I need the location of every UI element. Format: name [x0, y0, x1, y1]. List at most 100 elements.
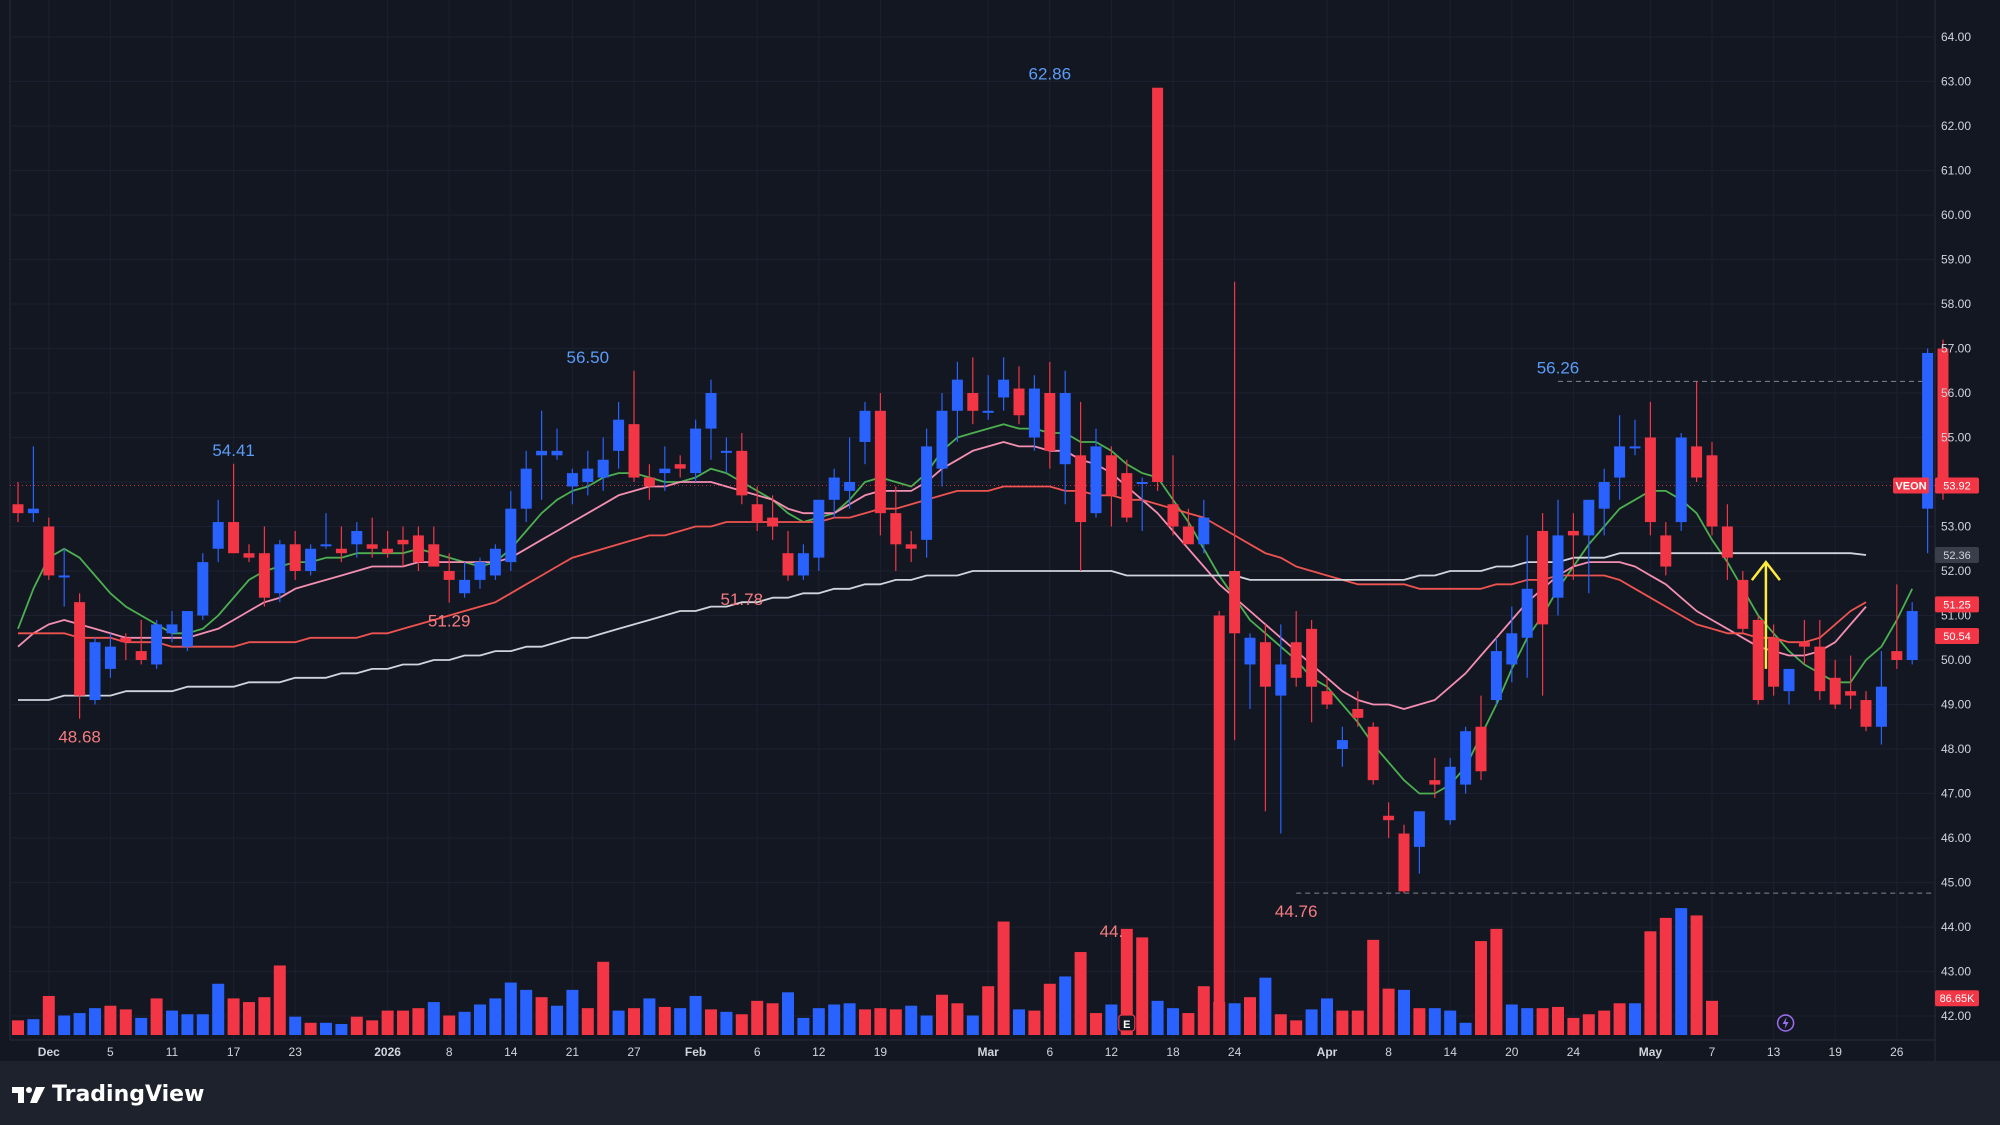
candle-body [1167, 504, 1179, 527]
high-price-label: 56.26 [1537, 358, 1580, 377]
x-tick-label: 26 [1890, 1045, 1904, 1059]
volume-bar [397, 1010, 409, 1035]
candle-body [43, 526, 55, 576]
volume-bar [1521, 1008, 1534, 1035]
volume-bar [489, 998, 502, 1035]
candle-body [659, 468, 671, 474]
volume-bar [1382, 988, 1395, 1035]
candle-body [1306, 628, 1318, 687]
x-tick-label: 2026 [374, 1045, 401, 1059]
y-tick-label: 63.00 [1941, 75, 1971, 89]
y-tick-label: 64.00 [1941, 30, 1971, 44]
volume-bar [1244, 997, 1256, 1035]
candle-body [782, 553, 794, 576]
volume-bar [951, 1003, 964, 1035]
x-tick-label: 5 [107, 1045, 114, 1059]
candle-body [505, 508, 517, 563]
candle-body [197, 562, 209, 616]
x-tick-label: 8 [1385, 1045, 1392, 1059]
tradingview-logo[interactable]: TradingView [12, 1082, 204, 1107]
x-tick-label: 20 [1505, 1045, 1519, 1059]
price-chart[interactable]: E 48.68 54.41 51.29 56.50 51.78 62.86 44. 44.76 5… [0, 0, 2000, 1061]
candle-body [1875, 686, 1887, 727]
y-tick-label: 43.00 [1941, 965, 1971, 979]
volume-bar [1444, 1010, 1457, 1035]
veon-price-badge-label: 53.92 [1943, 481, 1971, 493]
candle-body [1028, 388, 1040, 438]
candle-body [1598, 482, 1610, 509]
volume-bar [58, 1015, 71, 1035]
volume-bar [828, 1004, 841, 1035]
time-axis[interactable]: Dec 5 11 17 23 2026 8 14 21 27 Feb 6 12 19 Mar 6 12 18 24 A… [38, 1045, 1904, 1059]
candle-body [1922, 352, 1934, 509]
volume-bar [1567, 1017, 1580, 1035]
ma-green-badge [1935, 627, 1979, 644]
candle-body [1644, 437, 1656, 523]
price-annotations: E 48.68 54.41 51.29 56.50 51.78 62.86 44. 44.76 5… [58, 65, 1795, 1032]
ma-green-badge-label: 50.54 [1943, 631, 1971, 643]
volume-bar [1552, 1006, 1564, 1035]
volume-bar [874, 1008, 887, 1035]
candle-body [566, 473, 578, 487]
volume-bar [1305, 1009, 1318, 1035]
volume-bar [320, 1022, 332, 1035]
volume-bar [73, 1013, 86, 1035]
candle-body [859, 410, 871, 442]
x-tick-label: 12 [812, 1045, 826, 1059]
x-tick-label: 12 [1105, 1045, 1119, 1059]
y-tick-label: 52.00 [1941, 564, 1971, 578]
candle-body [1075, 455, 1087, 523]
volume-bar [1197, 986, 1210, 1035]
x-tick-label: 18 [1166, 1045, 1180, 1059]
volume-bar [1167, 1008, 1179, 1035]
volume-bar [735, 1014, 748, 1035]
candlesticks [12, 87, 1949, 1025]
volume-bar [381, 1010, 394, 1035]
candle-body [828, 477, 840, 500]
candle-body [951, 379, 963, 411]
candle-body [1675, 437, 1687, 523]
candle-body [1213, 615, 1225, 1025]
candle-body [582, 468, 594, 482]
candle-body [1290, 642, 1302, 678]
volume-bar [104, 1005, 117, 1035]
x-tick-label: 24 [1567, 1045, 1581, 1059]
volume-bar [689, 995, 702, 1035]
candle-body [921, 446, 933, 540]
candle-body [366, 544, 378, 549]
symbol-badge [1893, 477, 1929, 494]
candle-body [1860, 700, 1872, 727]
volume-bar [458, 1011, 471, 1035]
x-tick-label: 14 [1444, 1045, 1458, 1059]
y-tick-label: 60.00 [1941, 208, 1971, 222]
candle-body [1567, 530, 1579, 536]
volume-bar [797, 1017, 810, 1035]
y-tick-label: 62.00 [1941, 119, 1971, 133]
price-axis[interactable]: 42.00 43.00 44.00 45.00 46.00 47.00 48.00 49.00… [1941, 30, 1971, 1023]
volume-bar [1459, 1022, 1472, 1035]
candle-body [181, 611, 193, 647]
volume-bars [12, 908, 1718, 1035]
candle-body [998, 379, 1010, 398]
candle-body [936, 410, 948, 469]
reference-lines [10, 380, 1935, 894]
candle-body [1044, 393, 1056, 451]
volume-bar [1182, 1013, 1195, 1035]
volume-bar [258, 997, 271, 1035]
volume-bar [751, 1000, 764, 1035]
volume-bar [1659, 917, 1672, 1035]
candle-body [243, 553, 255, 558]
candle-body [135, 651, 147, 660]
earnings-marker-label: E [1123, 1019, 1130, 1031]
candle-body [289, 544, 301, 571]
volume-bar [1290, 1020, 1303, 1035]
candle-body [1583, 499, 1595, 536]
x-tick-label: Feb [685, 1045, 706, 1059]
volume-bar [720, 1011, 733, 1035]
candle-body [1660, 535, 1672, 567]
candle-body [1721, 526, 1733, 558]
x-tick-label: Dec [38, 1045, 60, 1059]
candle-body [274, 544, 286, 594]
candle-body [489, 548, 501, 576]
lightning-bolt-icon [1782, 1017, 1789, 1029]
